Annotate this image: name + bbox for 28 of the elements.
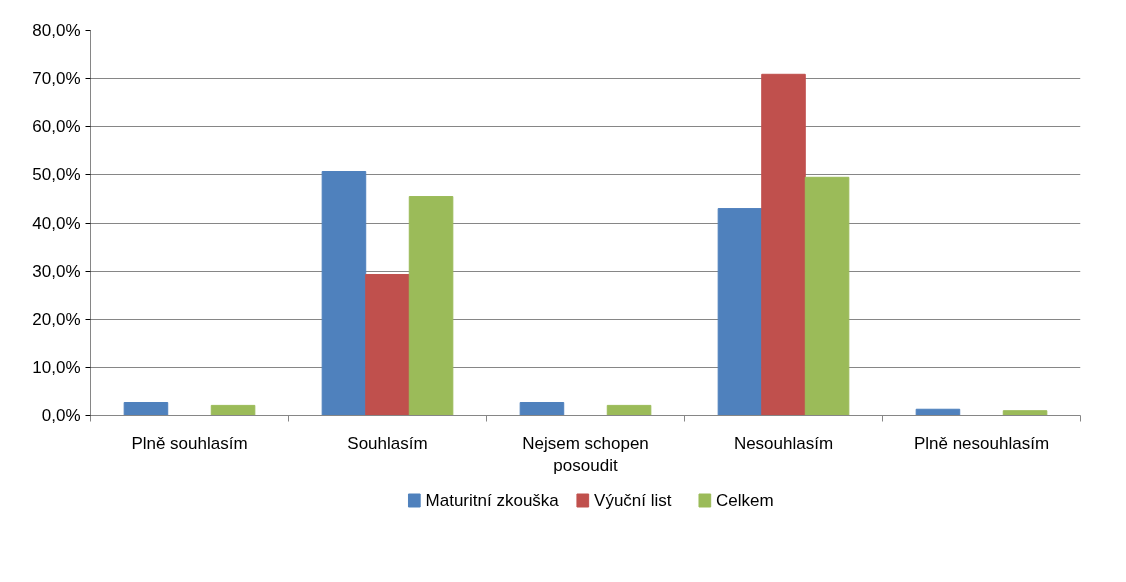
legend-label: Výuční list xyxy=(594,491,672,510)
bar xyxy=(717,208,763,416)
bar xyxy=(123,402,169,416)
legend-label: Celkem xyxy=(716,491,774,510)
y-tick-label: 60,0% xyxy=(32,117,81,137)
y-tick-label: 80,0% xyxy=(32,21,81,40)
y-tick-label: 0,0% xyxy=(41,406,81,425)
bar xyxy=(1002,410,1048,416)
x-tick-label: Plně souhlasím xyxy=(131,433,248,453)
bar xyxy=(804,176,850,416)
y-tick-label: 50,0% xyxy=(32,165,81,185)
bar xyxy=(606,404,652,416)
bar xyxy=(761,73,806,416)
x-tick-label: Souhlasím xyxy=(347,433,428,453)
bar xyxy=(408,196,454,416)
bar xyxy=(365,273,410,416)
y-tick-label: 70,0% xyxy=(32,69,81,89)
bar xyxy=(210,404,256,416)
bar xyxy=(519,402,565,416)
y-tick-label: 10,0% xyxy=(32,357,81,377)
legend-label: Maturitní zkouška xyxy=(425,491,560,510)
bar xyxy=(321,171,367,416)
y-tick-label: 20,0% xyxy=(32,309,81,329)
x-tick-label: Nesouhlasím xyxy=(733,433,834,453)
x-tick-label: Plně nesouhlasím xyxy=(913,433,1050,453)
y-tick-label: 40,0% xyxy=(32,213,81,233)
x-tick-label: Nejsem schopen posoudit xyxy=(522,433,649,476)
y-tick-label: 30,0% xyxy=(32,261,81,281)
